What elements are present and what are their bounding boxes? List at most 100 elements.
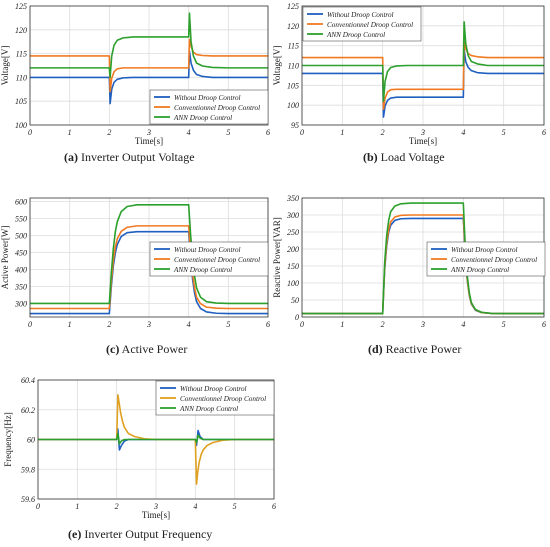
y-tick-label-b-5: 120 — [287, 22, 299, 31]
caption-c: (c) Active Power — [106, 342, 187, 357]
x-tick-label-b-0: 0 — [300, 128, 304, 137]
x-tick-label-b-3: 3 — [420, 128, 425, 137]
chart-b: 0 1 2 3 4 5 6 95 100 105 110 115 120 125 Time[s] Voltag… — [272, 2, 546, 146]
legend-label-b-0: Without Droop Control — [327, 11, 394, 19]
x-tick-label-a-5: 5 — [226, 128, 230, 137]
y-tick-label-d-5: 250 — [287, 228, 299, 237]
legend-label-c-2: ANN Droop Control — [173, 266, 232, 274]
y-axis-label-a: Voltage[V] — [0, 46, 10, 86]
x-tick-label-a-6: 6 — [266, 128, 270, 137]
x-axis-label-b: Time[s] — [409, 136, 437, 146]
x-tick-label-c-6: 6 — [266, 320, 270, 329]
y-tick-label-d-7: 350 — [286, 194, 299, 203]
axes-frame-e — [37, 379, 275, 500]
series-line-b-1 — [302, 40, 544, 110]
y-tick-label-d-4: 200 — [287, 245, 299, 254]
y-tick-label-a-0: 100 — [15, 121, 27, 130]
y-tick-label-c-2: 400 — [15, 265, 27, 274]
legend-label-b-1: Conventionnel Droop Control — [327, 21, 413, 29]
legend-label-a-2: ANN Droop Control — [173, 114, 232, 122]
y-tick-label-d-0: 0 — [295, 313, 299, 322]
series-line-a-2 — [30, 12, 268, 79]
legend-label-c-0: Without Droop Control — [174, 246, 241, 254]
caption-e: (e) Inverter Output Frequency — [68, 527, 212, 542]
caption-a-letter: (a) — [64, 150, 78, 164]
y-tick-label-c-3: 450 — [15, 248, 27, 257]
legend-label-d-2: ANN Droop Control — [450, 266, 509, 274]
x-tick-label-d-0: 0 — [300, 320, 304, 329]
y-axis-label-b: Voltage[V] — [272, 46, 282, 86]
x-tick-label-d-5: 5 — [502, 320, 506, 329]
x-axis-label-e: Time[s] — [142, 510, 170, 520]
y-axis-label-e: Frequency[Hz] — [3, 412, 13, 466]
y-tick-label-a-1: 105 — [15, 97, 27, 106]
x-tick-label-c-0: 0 — [28, 320, 32, 329]
chart-d: 0 1 2 3 4 5 6 0 50 100 150 200 250 300 350 Reactive Pow… — [272, 194, 546, 329]
x-tick-label-e-1: 1 — [75, 502, 79, 511]
y-tick-label-c-6: 600 — [15, 197, 27, 206]
series-line-e-2 — [38, 432, 274, 445]
y-tick-label-b-4: 115 — [288, 42, 299, 51]
x-tick-label-d-3: 3 — [420, 320, 425, 329]
y-tick-label-e-1: 59.8 — [21, 465, 35, 474]
y-tick-label-d-6: 300 — [286, 211, 299, 220]
legend-label-e-1: Conventionnel Droop Control — [180, 395, 266, 403]
x-tick-label-a-2: 2 — [107, 128, 111, 137]
axes-frame-a — [29, 5, 269, 126]
y-tick-label-b-1: 100 — [287, 101, 299, 110]
x-tick-label-e-6: 6 — [272, 502, 276, 511]
legend-label-e-2: ANN Droop Control — [179, 405, 238, 413]
y-tick-label-c-1: 350 — [14, 282, 27, 291]
series-line-a-0 — [30, 50, 268, 105]
legend-label-d-1: Conventionnel Droop Control — [451, 256, 537, 264]
x-tick-label-e-5: 5 — [233, 502, 237, 511]
chart-c: 0 1 2 3 4 5 6 300 350 400 450 500 550 600 Active Power… — [0, 197, 270, 329]
x-tick-label-b-1: 1 — [340, 128, 344, 137]
legend-label-c-1: Conventionnel Droop Control — [174, 256, 260, 264]
caption-d: (d) Reactive Power — [368, 342, 461, 357]
series-line-c-2 — [30, 204, 268, 305]
x-tick-label-e-2: 2 — [115, 502, 119, 511]
y-tick-label-b-2: 105 — [287, 81, 299, 90]
series-line-b-2 — [302, 21, 544, 102]
x-tick-label-d-2: 2 — [381, 320, 385, 329]
caption-e-text: Inverter Output Frequency — [84, 527, 213, 541]
y-tick-label-c-4: 500 — [15, 231, 27, 240]
x-tick-label-b-2: 2 — [381, 128, 385, 137]
x-tick-label-e-0: 0 — [36, 502, 40, 511]
x-tick-label-e-4: 4 — [193, 502, 197, 511]
caption-c-text: Active Power — [121, 342, 188, 356]
caption-d-letter: (d) — [368, 342, 383, 356]
series-line-c-1 — [30, 225, 268, 310]
chart-e: 0 1 2 3 4 5 6 59.6 59.8 60 60.2 60.4 Time[s] Frequenc… — [3, 376, 276, 520]
y-tick-label-e-2: 60 — [27, 436, 35, 445]
legend-label-e-0: Without Droop Control — [180, 385, 247, 393]
x-tick-label-a-1: 1 — [68, 128, 72, 137]
x-tick-label-b-5: 5 — [502, 128, 506, 137]
x-tick-label-a-0: 0 — [28, 128, 32, 137]
y-tick-label-e-3: 60.2 — [21, 406, 35, 415]
axes-frame-b — [301, 5, 545, 126]
caption-b-letter: (b) — [363, 150, 378, 164]
y-tick-label-d-2: 100 — [287, 279, 299, 288]
y-tick-label-a-3: 115 — [16, 50, 27, 59]
y-axis-label-d: Reactive Power[VAR] — [272, 217, 282, 298]
x-axis-label-a: Time[s] — [135, 136, 163, 146]
x-tick-label-d-6: 6 — [542, 320, 546, 329]
legend-label-d-0: Without Droop Control — [451, 246, 518, 254]
series-line-b-0 — [302, 48, 544, 118]
series-line-d-2 — [302, 202, 544, 315]
x-tick-label-c-1: 1 — [68, 320, 72, 329]
x-tick-label-c-5: 5 — [226, 320, 230, 329]
x-tick-label-a-4: 4 — [187, 128, 191, 137]
legend-label-b-2: ANN Droop Control — [326, 31, 385, 39]
y-tick-label-e-0: 59.6 — [21, 495, 35, 504]
series-line-a-1 — [30, 38, 268, 93]
x-tick-label-c-2: 2 — [107, 320, 111, 329]
y-tick-label-b-6: 125 — [287, 2, 299, 11]
x-tick-label-d-1: 1 — [340, 320, 344, 329]
x-tick-label-b-4: 4 — [461, 128, 465, 137]
x-tick-label-c-3: 3 — [146, 320, 151, 329]
caption-c-letter: (c) — [106, 342, 120, 356]
